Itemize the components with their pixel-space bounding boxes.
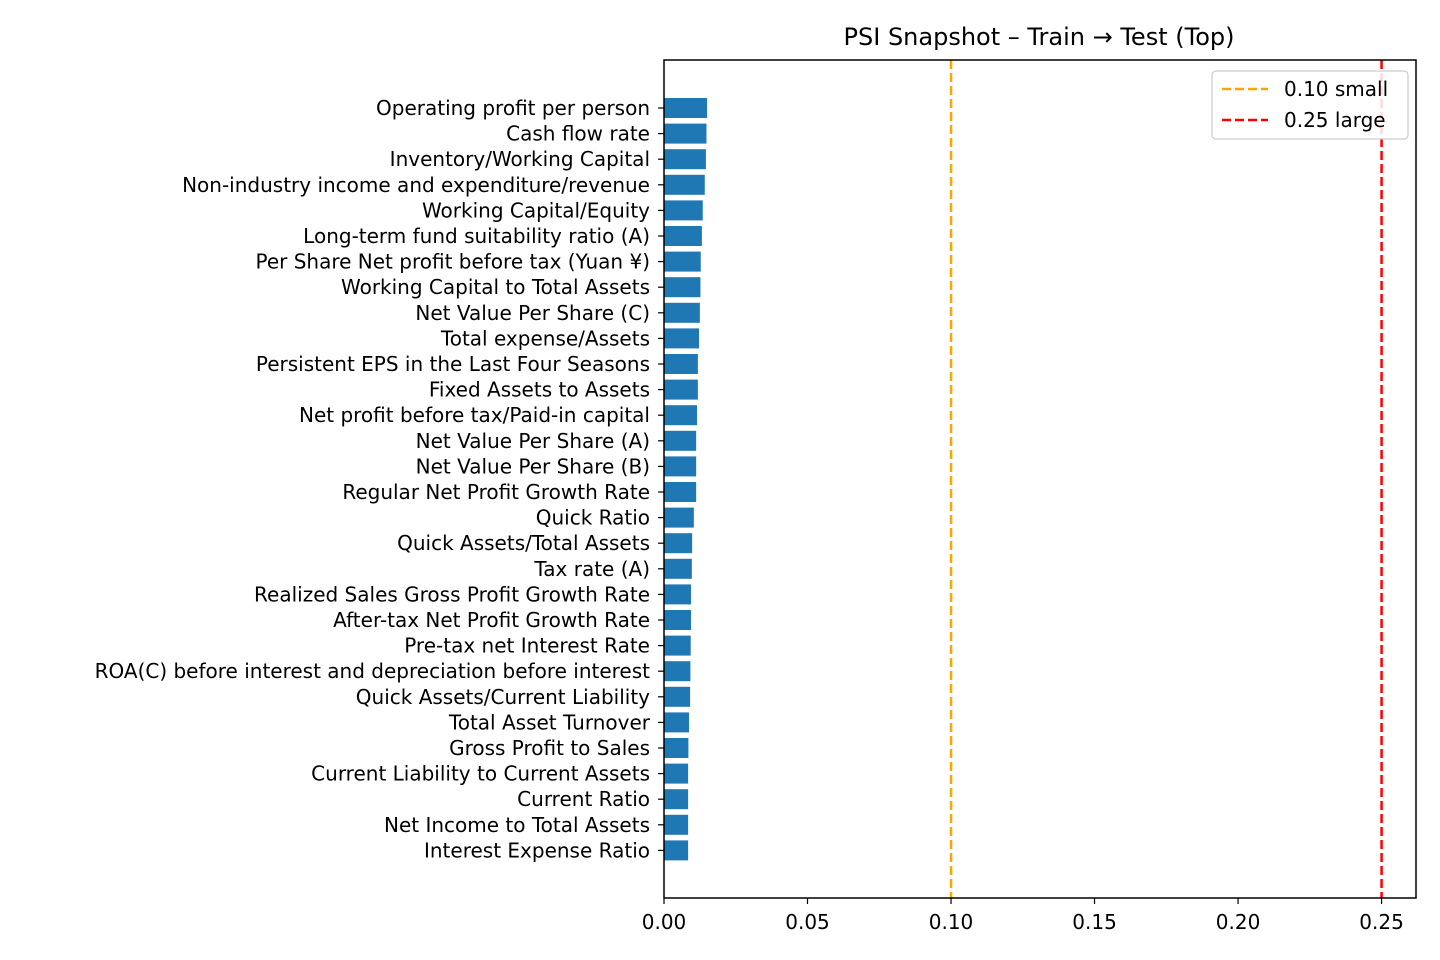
y-tick-label: Operating profit per person — [376, 96, 650, 120]
y-tick-label: Tax rate (A) — [533, 557, 650, 581]
x-tick-label: 0.20 — [1216, 910, 1261, 934]
y-tick-label: Net profit before tax/Paid-in capital — [299, 403, 650, 427]
bar — [664, 482, 697, 502]
y-tick-label: ROA(C) before interest and depreciation … — [95, 659, 651, 683]
bar — [664, 277, 701, 298]
x-tick-label: 0.15 — [1072, 910, 1117, 934]
x-axis-ticks: 0.00 0.05 0.10 0.15 0.20 0.25 — [642, 898, 1404, 934]
x-tick-label: 0.10 — [929, 910, 974, 934]
y-tick-label: Persistent EPS in the Last Four Seasons — [256, 352, 650, 376]
bar — [664, 686, 691, 707]
y-tick-label: Gross Profit to Sales — [449, 736, 650, 760]
y-tick-label: Cash flow rate — [506, 122, 650, 146]
y-tick-label: Net Value Per Share (B) — [416, 454, 650, 478]
bar — [664, 533, 693, 554]
bar — [664, 98, 708, 118]
bar — [664, 430, 697, 451]
bar — [664, 610, 691, 630]
y-tick-label: Pre-tax net Interest Rate — [404, 634, 650, 658]
y-tick-label: Per Share Net profit before tax (Yuan ¥) — [255, 250, 650, 274]
y-tick-label: Net Value Per Share (C) — [415, 301, 650, 325]
x-tick-label: 0.05 — [785, 910, 830, 934]
y-tick-label: Fixed Assets to Assets — [429, 378, 650, 402]
y-tick-label: After-tax Net Profit Growth Rate — [333, 608, 650, 632]
bar — [664, 712, 689, 733]
bar — [664, 635, 691, 656]
y-tick-label: Net Income to Total Assets — [384, 813, 650, 837]
bar — [664, 558, 692, 579]
bar — [664, 302, 700, 323]
bar — [664, 661, 691, 682]
bar — [664, 226, 702, 246]
bar — [664, 379, 698, 400]
y-tick-label: Non-industry income and expenditure/reve… — [182, 173, 650, 197]
bar — [664, 584, 691, 605]
bar — [664, 456, 697, 477]
bar — [664, 251, 701, 272]
y-tick-label: Inventory/Working Capital — [390, 147, 650, 171]
y-tick-label: Current Liability to Current Assets — [311, 762, 650, 786]
y-tick-label: Long-term fund suitability ratio (A) — [303, 224, 650, 248]
bar — [664, 763, 689, 784]
bar — [664, 328, 700, 349]
bar — [664, 354, 698, 374]
legend: 0.10 small 0.25 large — [1211, 70, 1409, 140]
y-tick-label: Quick Ratio — [536, 506, 650, 530]
y-tick-label: Current Ratio — [517, 787, 650, 811]
y-tick-label: Total Asset Turnover — [448, 710, 651, 734]
bar — [664, 738, 689, 758]
y-tick-label: Realized Sales Gross Profit Growth Rate — [254, 582, 650, 606]
bar — [664, 840, 689, 861]
reference-lines — [949, 60, 1383, 898]
legend-label: 0.10 small — [1284, 77, 1388, 101]
bars-group — [664, 98, 708, 861]
y-tick-label: Working Capital/Equity — [422, 198, 650, 222]
x-tick-label: 0.00 — [642, 910, 687, 934]
y-tick-label: Regular Net Profit Growth Rate — [342, 480, 650, 504]
legend-label: 0.25 large — [1284, 108, 1386, 132]
bar — [664, 507, 694, 528]
bar — [664, 789, 689, 810]
bar — [664, 200, 703, 221]
y-tick-label: Quick Assets/Current Liability — [356, 685, 650, 709]
bar — [664, 405, 698, 426]
bar — [664, 149, 706, 170]
y-tick-label: Net Value Per Share (A) — [416, 429, 650, 453]
x-tick-label: 0.25 — [1359, 910, 1404, 934]
bar — [664, 174, 705, 195]
y-tick-label: Total expense/Assets — [440, 326, 650, 350]
y-tick-label: Working Capital to Total Assets — [341, 275, 650, 299]
y-tick-label: Quick Assets/Total Assets — [397, 531, 650, 555]
chart-title: PSI Snapshot – Train → Test (Top) — [844, 23, 1235, 51]
bar — [664, 814, 689, 835]
bar — [664, 123, 707, 144]
y-tick-label: Interest Expense Ratio — [424, 838, 650, 862]
plot-area-frame — [663, 59, 1417, 899]
